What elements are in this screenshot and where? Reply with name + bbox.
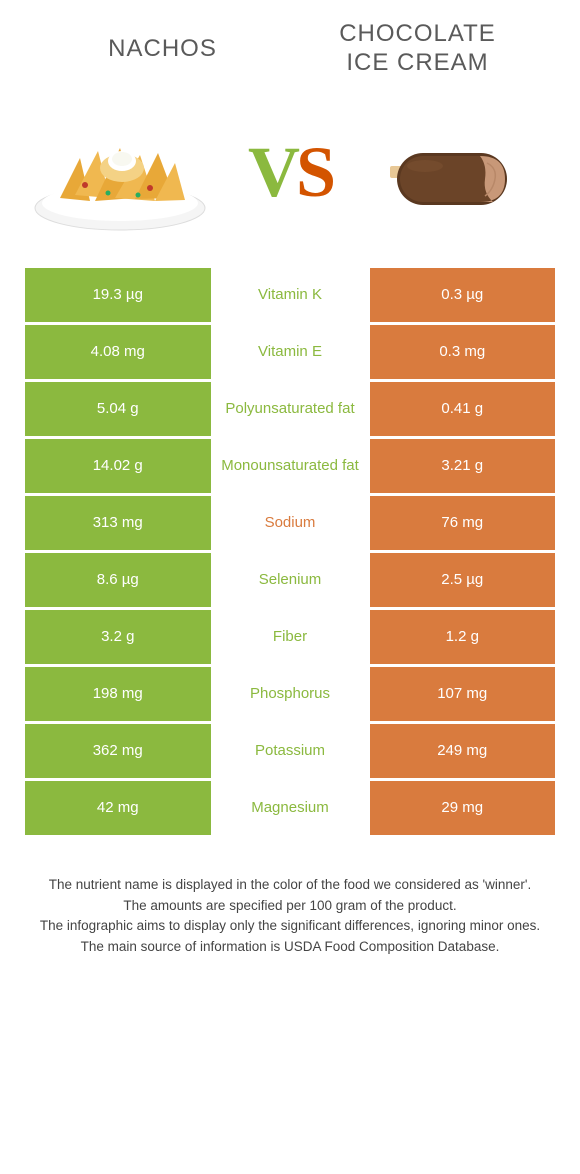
nutrient-row: 19.3 µgVitamin K0.3 µg xyxy=(25,268,555,322)
note-line-3: The infographic aims to display only the… xyxy=(35,916,545,937)
nutrient-name: Monounsaturated fat xyxy=(211,439,370,493)
nutrient-left-value: 14.02 g xyxy=(25,439,211,493)
nutrient-right-value: 3.21 g xyxy=(370,439,556,493)
nutrient-row: 42 mgMagnesium29 mg xyxy=(25,781,555,835)
nutrient-row: 362 mgPotassium249 mg xyxy=(25,724,555,778)
right-food-title-line2: ICE CREAM xyxy=(290,49,545,78)
nutrient-row: 14.02 gMonounsaturated fat3.21 g xyxy=(25,439,555,493)
nutrient-name: Sodium xyxy=(211,496,370,550)
nutrient-name: Phosphorus xyxy=(211,667,370,721)
note-line-4: The main source of information is USDA F… xyxy=(35,937,545,958)
note-line-1: The nutrient name is displayed in the co… xyxy=(35,875,545,896)
nutrient-row: 8.6 µgSelenium2.5 µg xyxy=(25,553,555,607)
vs-row: VS xyxy=(25,108,555,238)
ice-cream-icon xyxy=(375,118,545,228)
nutrient-left-value: 4.08 mg xyxy=(25,325,211,379)
nutrient-right-value: 2.5 µg xyxy=(370,553,556,607)
title-row: NACHOS CHOCOLATE ICE CREAM xyxy=(25,20,555,78)
nutrient-name: Potassium xyxy=(211,724,370,778)
nutrient-left-value: 19.3 µg xyxy=(25,268,211,322)
nutrient-name: Selenium xyxy=(211,553,370,607)
nutrient-right-value: 107 mg xyxy=(370,667,556,721)
nutrient-row: 313 mgSodium76 mg xyxy=(25,496,555,550)
nutrient-left-value: 313 mg xyxy=(25,496,211,550)
nutrient-left-value: 3.2 g xyxy=(25,610,211,664)
notes-block: The nutrient name is displayed in the co… xyxy=(25,875,555,959)
nutrient-name: Vitamin E xyxy=(211,325,370,379)
nutrient-row: 198 mgPhosphorus107 mg xyxy=(25,667,555,721)
infographic-container: NACHOS CHOCOLATE ICE CREAM xyxy=(0,0,580,978)
nachos-icon xyxy=(30,113,210,233)
nutrient-row: 3.2 gFiber1.2 g xyxy=(25,610,555,664)
right-food-title-line1: CHOCOLATE xyxy=(290,20,545,49)
ice-cream-image xyxy=(370,108,550,238)
vs-s-letter: S xyxy=(296,132,332,212)
nutrient-name: Fiber xyxy=(211,610,370,664)
nutrient-right-value: 0.3 µg xyxy=(370,268,556,322)
nutrient-name: Vitamin K xyxy=(211,268,370,322)
nutrient-right-value: 76 mg xyxy=(370,496,556,550)
nutrient-name: Polyunsaturated fat xyxy=(211,382,370,436)
nutrient-right-value: 249 mg xyxy=(370,724,556,778)
nutrient-left-value: 198 mg xyxy=(25,667,211,721)
nutrient-row: 5.04 gPolyunsaturated fat0.41 g xyxy=(25,382,555,436)
left-food-title: NACHOS xyxy=(35,35,290,63)
vs-label: VS xyxy=(248,131,332,214)
note-line-2: The amounts are specified per 100 gram o… xyxy=(35,896,545,917)
right-food-title: CHOCOLATE ICE CREAM xyxy=(290,20,545,78)
nutrient-left-value: 362 mg xyxy=(25,724,211,778)
nutrient-right-value: 0.3 mg xyxy=(370,325,556,379)
nutrient-left-value: 42 mg xyxy=(25,781,211,835)
nutrient-left-value: 5.04 g xyxy=(25,382,211,436)
nutrient-left-value: 8.6 µg xyxy=(25,553,211,607)
nachos-image xyxy=(30,108,210,238)
nutrient-name: Magnesium xyxy=(211,781,370,835)
vs-v-letter: V xyxy=(248,132,296,212)
nutrient-right-value: 29 mg xyxy=(370,781,556,835)
nutrient-right-value: 1.2 g xyxy=(370,610,556,664)
nutrient-table: 19.3 µgVitamin K0.3 µg4.08 mgVitamin E0.… xyxy=(25,268,555,835)
nutrient-row: 4.08 mgVitamin E0.3 mg xyxy=(25,325,555,379)
nutrient-right-value: 0.41 g xyxy=(370,382,556,436)
